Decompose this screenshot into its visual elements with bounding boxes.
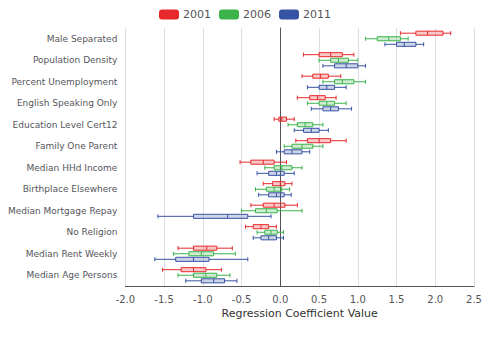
svg-text:Population Density: Population Density bbox=[33, 55, 118, 65]
svg-text:-1.5: -1.5 bbox=[154, 294, 174, 305]
svg-text:2006: 2006 bbox=[243, 8, 271, 21]
svg-text:2.0: 2.0 bbox=[427, 294, 443, 305]
svg-text:Median HHd Income: Median HHd Income bbox=[27, 163, 118, 173]
svg-text:Median Age Persons: Median Age Persons bbox=[27, 270, 118, 280]
svg-text:0.5: 0.5 bbox=[311, 294, 327, 305]
svg-text:2.5: 2.5 bbox=[466, 294, 482, 305]
svg-text:-2.0: -2.0 bbox=[116, 294, 136, 305]
svg-text:Percent Unemployment: Percent Unemployment bbox=[11, 77, 117, 87]
svg-text:Median Mortgage Repay: Median Mortgage Repay bbox=[8, 206, 118, 216]
svg-text:Birthplace Elsewhere: Birthplace Elsewhere bbox=[23, 184, 118, 194]
svg-text:1.0: 1.0 bbox=[350, 294, 366, 305]
svg-text:Education Level Cert12: Education Level Cert12 bbox=[13, 120, 118, 130]
svg-text:-0.5: -0.5 bbox=[232, 294, 252, 305]
svg-text:-1.0: -1.0 bbox=[193, 294, 213, 305]
svg-text:Male Separated: Male Separated bbox=[47, 34, 118, 44]
svg-text:1.5: 1.5 bbox=[389, 294, 405, 305]
svg-text:Family One Parent: Family One Parent bbox=[36, 141, 118, 151]
svg-text:Median Rent Weekly: Median Rent Weekly bbox=[26, 249, 118, 259]
svg-text:No Religion: No Religion bbox=[66, 227, 117, 237]
svg-text:Regression Coefficient Value: Regression Coefficient Value bbox=[222, 307, 379, 320]
svg-text:2001: 2001 bbox=[183, 8, 211, 21]
svg-text:2011: 2011 bbox=[303, 8, 331, 21]
svg-text:0.0: 0.0 bbox=[272, 294, 288, 305]
svg-text:English Speaking Only: English Speaking Only bbox=[17, 98, 118, 108]
